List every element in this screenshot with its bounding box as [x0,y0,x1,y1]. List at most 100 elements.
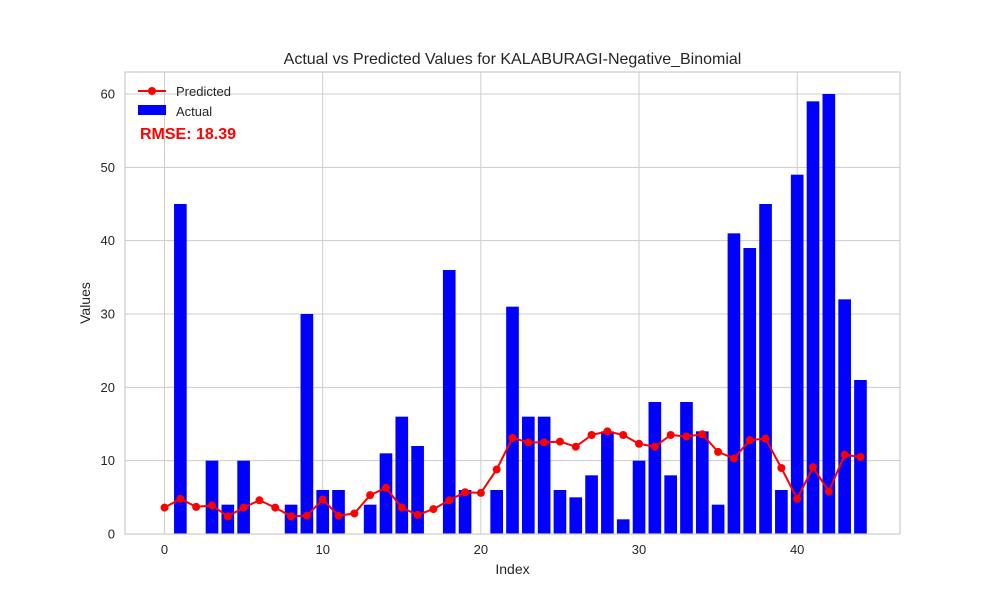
legend-predicted-marker [148,87,156,95]
predicted-point [207,501,216,510]
bar-actual [237,460,250,534]
bar-actual [759,204,772,534]
predicted-point [571,442,580,451]
predicted-point [603,427,612,436]
bar-actual [632,460,646,534]
bar-actual [680,402,693,534]
chart-title: Actual vs Predicted Values for KALABURAG… [284,51,742,68]
predicted-point [366,491,375,500]
predicted-point [397,503,406,512]
bar-actual [569,497,583,534]
predicted-point [334,511,343,520]
predicted-point [761,434,770,443]
predicted-point [429,505,438,514]
line-layer [160,427,865,521]
ticks-layer: 0 10 20 30 40 0 10 20 30 40 50 60 [101,87,805,558]
bar-actual [490,490,504,534]
predicted-point [445,496,454,505]
predicted-point [587,431,596,439]
predicted-point [840,450,849,459]
predicted-point [160,503,169,512]
y-tick-label: 50 [101,160,115,175]
predicted-point [682,432,691,441]
y-tick-label: 10 [101,453,115,468]
predicted-point [793,494,802,503]
bar-actual [616,519,630,534]
predicted-point [508,433,517,442]
predicted-point [476,488,485,497]
bars-layer [174,94,867,535]
bar-actual [711,504,725,534]
bar-actual [664,475,677,534]
predicted-point [619,431,628,439]
predicted-point [635,439,644,448]
predicted-point [271,503,280,512]
bar-actual [458,490,472,534]
bar-actual [411,446,424,534]
bar-actual [822,94,836,534]
y-tick-label: 60 [101,87,115,102]
x-tick-label: 10 [315,542,329,557]
bar-actual [379,453,393,534]
rmse-annotation: RMSE: 18.39 [140,126,236,143]
bar-actual [648,402,662,534]
predicted-point [302,511,311,520]
predicted-point [239,503,248,512]
legend-predicted-label: Predicted [176,84,231,99]
x-axis-label: Index [495,561,529,577]
y-axis-label: Values [77,282,93,324]
y-tick-label: 40 [101,233,115,248]
predicted-point [650,442,659,451]
x-tick-label: 20 [474,542,488,557]
predicted-point [524,438,533,447]
bar-actual [695,431,709,534]
predicted-point [555,437,564,446]
bar-actual [743,248,757,534]
legend-actual-label: Actual [176,104,212,119]
predicted-point [809,463,818,472]
predicted-point [413,510,422,519]
predicted-point [255,496,264,505]
x-tick-label: 40 [790,542,804,557]
predicted-point [698,430,707,439]
bar-actual [174,204,187,534]
bar-actual [205,460,219,534]
predicted-point [176,494,185,503]
predicted-point [461,488,470,497]
predicted-point [729,454,738,463]
predicted-point [714,447,723,456]
bar-actual [790,174,804,534]
bar-actual [585,475,598,534]
bar-actual [601,431,614,534]
legend-actual-swatch [138,105,166,115]
predicted-point [381,483,390,492]
bar-actual [395,416,409,534]
predicted-point [745,436,754,445]
predicted-point [856,453,865,461]
x-tick-label: 0 [161,542,168,557]
bar-actual [838,299,851,534]
bar-actual [363,504,377,534]
bar-actual [506,306,519,534]
predicted-point [777,464,786,472]
y-tick-label: 0 [108,527,115,542]
bar-actual [806,101,820,534]
bar-actual [775,490,788,534]
x-tick-label: 30 [632,542,646,557]
predicted-point [287,512,296,521]
bar-actual [442,270,456,534]
predicted-point [318,495,327,504]
predicted-point [540,438,549,447]
predicted-point [223,512,232,521]
predicted-point [350,509,359,518]
bar-actual [727,233,741,535]
y-tick-label: 20 [101,380,115,395]
y-tick-label: 30 [101,307,115,322]
predicted-point [824,487,833,496]
plot-frame [124,71,901,535]
bar-actual [537,416,551,534]
predicted-point [192,502,201,511]
predicted-point [666,431,675,439]
bar-actual [300,314,314,534]
